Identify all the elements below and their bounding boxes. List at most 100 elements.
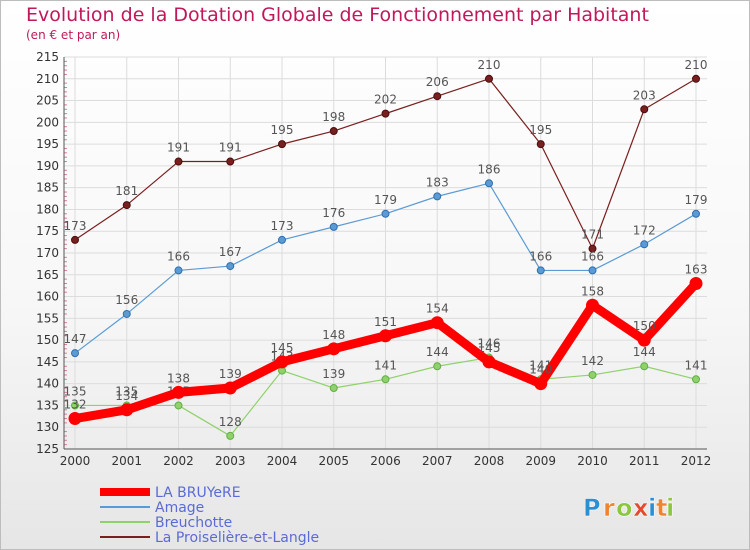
data-label: 183 bbox=[426, 175, 449, 189]
data-label: 191 bbox=[167, 141, 190, 155]
data-label: 210 bbox=[685, 58, 708, 72]
data-label: 166 bbox=[167, 249, 190, 263]
data-point bbox=[692, 209, 700, 218]
series-0: 132 134 138 139 145 148 151 154 145 140 158 150 163 bbox=[64, 262, 708, 426]
chart-subtitle: (en € et par an) bbox=[26, 28, 121, 42]
legend-label: Breuchotte bbox=[155, 515, 232, 531]
y-tick-label: 190 bbox=[36, 159, 59, 173]
y-tick-label: 195 bbox=[36, 137, 59, 151]
data-label: 181 bbox=[115, 184, 138, 198]
data-point bbox=[329, 222, 338, 231]
data-point bbox=[174, 266, 183, 275]
data-point bbox=[536, 140, 545, 149]
data-point bbox=[329, 384, 338, 393]
data-point bbox=[226, 157, 235, 166]
data-label: 145 bbox=[478, 341, 501, 355]
data-label: 179 bbox=[374, 193, 397, 207]
data-point bbox=[640, 240, 649, 249]
data-label: 158 bbox=[581, 284, 604, 298]
data-label: 166 bbox=[581, 249, 604, 263]
x-tick-label: 2002 bbox=[163, 454, 194, 468]
data-label: 176 bbox=[322, 206, 345, 220]
data-label: 141 bbox=[374, 358, 397, 372]
data-point bbox=[588, 266, 597, 275]
logo-letter: o bbox=[616, 494, 633, 522]
data-label: 195 bbox=[271, 123, 294, 137]
data-point bbox=[122, 309, 131, 318]
data-label: 147 bbox=[64, 332, 87, 346]
data-label: 173 bbox=[64, 219, 87, 233]
x-tick-label: 2011 bbox=[629, 454, 660, 468]
logo-letter: P bbox=[583, 494, 601, 522]
y-tick-label: 180 bbox=[36, 202, 59, 216]
data-point bbox=[485, 74, 493, 83]
data-label: 132 bbox=[64, 398, 87, 412]
data-label: 163 bbox=[685, 262, 708, 276]
x-tick-label: 2000 bbox=[60, 454, 91, 468]
x-tick-label: 2008 bbox=[474, 454, 505, 468]
data-label: 172 bbox=[633, 223, 656, 237]
y-tick-label: 155 bbox=[36, 311, 59, 325]
y-tick-label: 215 bbox=[36, 50, 59, 64]
data-point bbox=[172, 385, 185, 399]
data-label: 186 bbox=[478, 162, 501, 176]
series-3: 173 181 191 191 195 198 202 206 210 195 171 203 210 bbox=[64, 58, 708, 253]
data-label: 195 bbox=[529, 123, 552, 137]
grid-lines bbox=[64, 56, 707, 450]
data-label: 139 bbox=[322, 367, 345, 381]
data-label: 150 bbox=[633, 319, 656, 333]
data-point bbox=[433, 92, 442, 101]
data-label: 128 bbox=[219, 415, 242, 429]
data-point bbox=[379, 329, 392, 343]
logo-letter: x bbox=[633, 494, 649, 522]
data-point bbox=[485, 179, 493, 188]
data-point bbox=[275, 355, 289, 369]
data-point bbox=[381, 209, 390, 218]
data-point bbox=[71, 349, 79, 358]
data-label: 203 bbox=[633, 88, 656, 102]
x-tick-label: 2006 bbox=[370, 454, 401, 468]
data-label: 210 bbox=[478, 58, 501, 72]
y-tick-label: 165 bbox=[36, 268, 59, 282]
data-point bbox=[692, 74, 700, 83]
logo-letter: i bbox=[666, 494, 674, 522]
data-point bbox=[534, 377, 548, 391]
data-point bbox=[174, 157, 183, 166]
data-point bbox=[329, 127, 338, 136]
y-tick-label: 145 bbox=[36, 355, 59, 369]
data-point bbox=[223, 381, 237, 395]
data-point bbox=[588, 244, 597, 253]
data-label: 171 bbox=[581, 228, 604, 242]
data-label: 167 bbox=[219, 245, 242, 259]
y-tick-label: 130 bbox=[36, 420, 59, 434]
logo-letter: t bbox=[656, 494, 667, 522]
data-label: 139 bbox=[219, 367, 242, 381]
data-point bbox=[588, 370, 597, 379]
legend-label: LA BRUYeRE bbox=[155, 485, 241, 501]
y-tick-label: 140 bbox=[36, 377, 59, 391]
data-label: 173 bbox=[271, 219, 294, 233]
data-point bbox=[381, 375, 390, 384]
data-point bbox=[226, 262, 235, 271]
data-label: 135 bbox=[115, 384, 138, 398]
data-label: 148 bbox=[322, 328, 345, 342]
data-point bbox=[640, 105, 649, 114]
data-label: 198 bbox=[322, 110, 345, 124]
series-1: 147 156 166 167 173 176 179 183 186 166 166 172 179 bbox=[64, 162, 707, 358]
y-tick-label: 160 bbox=[36, 290, 59, 304]
data-label: 191 bbox=[219, 141, 242, 155]
data-point bbox=[327, 342, 341, 356]
data-point bbox=[120, 403, 134, 417]
data-label: 138 bbox=[167, 371, 190, 385]
data-point bbox=[692, 375, 700, 384]
data-point bbox=[68, 412, 82, 426]
data-label: 140 bbox=[529, 363, 552, 377]
data-label: 135 bbox=[64, 384, 87, 398]
legend-label: Amage bbox=[155, 500, 204, 516]
axes: 125 130 135 140 145 150 155 160 165 170 175 180 185 1… bbox=[36, 50, 711, 468]
data-label: 202 bbox=[374, 93, 397, 107]
data-label: 142 bbox=[581, 354, 604, 368]
data-point bbox=[433, 362, 442, 371]
